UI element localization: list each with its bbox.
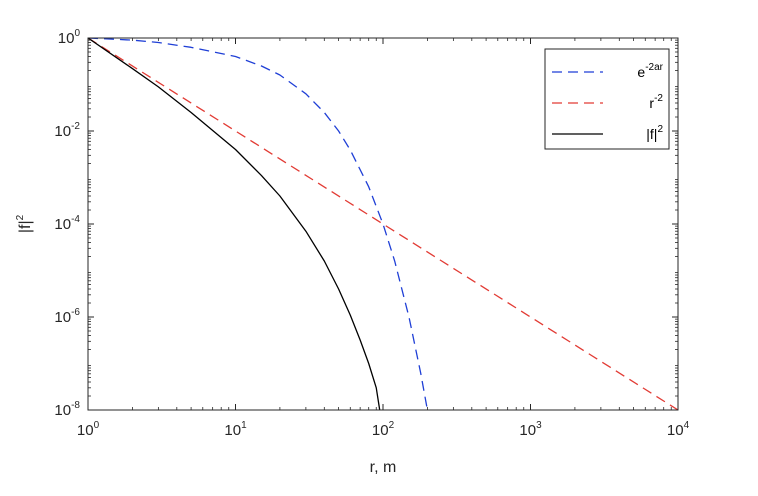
x-tick-label-exp: 1 — [241, 420, 247, 431]
legend-label-3: |f|2 — [646, 124, 663, 142]
x-tick-label-exp: 2 — [389, 420, 395, 431]
legend-label-1-exp: -2ar — [645, 62, 663, 73]
y-tick-label-base: 10 — [54, 216, 71, 233]
x-tick-label-base: 10 — [224, 422, 241, 439]
x-tick-label: 103 — [519, 420, 542, 439]
y-tick-label-base: 10 — [54, 123, 71, 140]
y-tick-label-exp: -4 — [71, 214, 80, 225]
x-tick-label: 104 — [667, 420, 690, 439]
y-axis-title: |f|2 — [15, 214, 34, 233]
y-tick-label-exp: -2 — [71, 121, 80, 132]
x-axis-title: r, m — [370, 459, 397, 476]
y-tick-label: 10-8 — [54, 400, 80, 419]
legend-label-1-base: e — [637, 64, 645, 80]
y-tick-label-exp: -8 — [71, 400, 80, 411]
y-tick-label-exp: -6 — [71, 307, 80, 318]
x-tick-label-exp: 4 — [684, 420, 690, 431]
x-tick-label: 102 — [372, 420, 395, 439]
legend-label-1: e-2ar — [637, 62, 663, 80]
legend-label-3-exp: 2 — [657, 124, 663, 135]
series-line-1 — [88, 38, 429, 410]
x-tick-label-base: 10 — [372, 422, 389, 439]
y-tick-label-base: 10 — [54, 402, 71, 419]
x-tick-label-exp: 3 — [536, 420, 542, 431]
y-axis-title-base: |f| — [17, 220, 34, 233]
x-tick-label-base: 10 — [77, 422, 94, 439]
y-tick-label: 10-4 — [54, 214, 80, 233]
series-line-2 — [88, 38, 678, 410]
x-tick-label: 100 — [77, 420, 100, 439]
legend: e-2ar r-2 |f|2 — [544, 48, 670, 150]
x-tick-label-exp: 0 — [94, 420, 100, 431]
x-tick-label-base: 10 — [667, 422, 684, 439]
y-tick-label-base: 10 — [58, 30, 75, 47]
legend-label-3-base: |f| — [646, 126, 657, 142]
legend-label-2-base: r — [649, 95, 654, 111]
y-tick-label: 10-6 — [54, 307, 80, 326]
legend-box — [544, 48, 670, 150]
legend-label-2: r-2 — [649, 93, 663, 111]
series-line-3 — [88, 38, 381, 410]
y-axis-title-exp: 2 — [15, 214, 26, 220]
series-layer — [88, 38, 678, 410]
x-tick-label-base: 10 — [519, 422, 536, 439]
y-tick-label-exp: 0 — [74, 28, 80, 39]
x-tick-label: 101 — [224, 420, 247, 439]
y-tick-label: 10-2 — [54, 121, 80, 140]
y-tick-label: 100 — [58, 28, 81, 47]
legend-label-2-exp: -2 — [654, 93, 663, 104]
y-tick-label-base: 10 — [54, 309, 71, 326]
